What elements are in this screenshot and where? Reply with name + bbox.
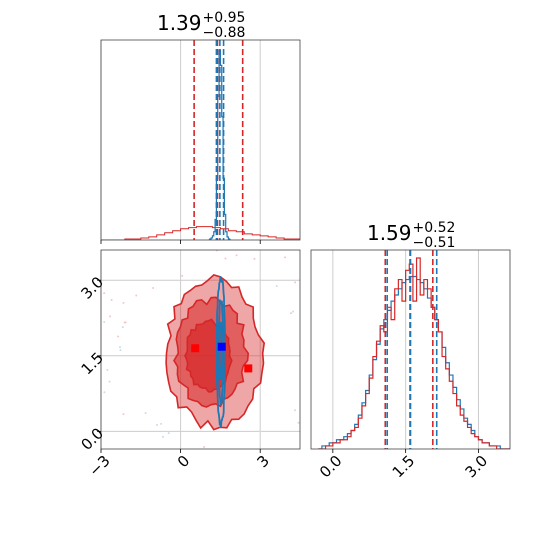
joint-scatter-point xyxy=(110,298,113,301)
joint-scatter-point xyxy=(284,256,287,259)
joint-red-marker xyxy=(191,344,200,353)
joint-scatter-point xyxy=(119,349,122,352)
joint-blue-marker xyxy=(217,342,226,351)
joint-blue-contour xyxy=(217,298,225,405)
joint-scatter-point xyxy=(79,318,81,320)
right-hist-title-minus: −0.51 xyxy=(413,235,456,251)
joint-scatter-point xyxy=(98,350,100,352)
joint-scatter-point xyxy=(259,430,262,433)
joint-blue-contour xyxy=(215,276,227,428)
joint-scatter-point xyxy=(138,457,140,459)
joint-scatter-point xyxy=(278,460,280,462)
joint-scatter-point xyxy=(212,472,214,474)
joint-scatter-point xyxy=(135,294,138,297)
joint-scatter-point xyxy=(209,465,211,467)
joint-scatter-point xyxy=(244,476,246,478)
joint-scatter-point xyxy=(103,292,106,295)
joint-scatter-point xyxy=(167,432,170,435)
joint-scatter-point xyxy=(73,319,75,321)
right-hist-frame xyxy=(310,249,511,450)
joint-scatter-point xyxy=(117,335,120,338)
joint-scatter-point xyxy=(121,326,124,329)
joint-scatter-point xyxy=(122,301,125,304)
right-histogram-panel: 0.0 1.5 3.0 1.59 +0.52−0.51 xyxy=(310,220,511,482)
joint-red-marker xyxy=(244,364,253,373)
joint-scatter-point xyxy=(253,257,256,260)
joint-scatter-point xyxy=(301,286,303,288)
top-histogram-panel: 1.39 +0.95−0.88 xyxy=(100,10,301,244)
joint-scatter-point xyxy=(152,286,155,289)
joint-x-tick-label: 3 xyxy=(253,452,272,471)
top-hist-red-series xyxy=(101,226,300,240)
joint-scatter-point xyxy=(294,281,297,284)
joint-scatter-point xyxy=(93,391,95,393)
right-hist-x-tick-label: 3.0 xyxy=(462,452,492,482)
joint-scatter-point xyxy=(124,321,127,324)
top-hist-background xyxy=(101,40,300,240)
joint-scatter-point xyxy=(144,411,147,414)
joint-scatter-point xyxy=(181,274,184,277)
joint-scatter-point xyxy=(203,446,206,449)
top-hist-title-plus: +0.95 xyxy=(203,10,246,26)
joint-scatter-point xyxy=(294,409,297,412)
right-hist-x-tick-label: 0.0 xyxy=(316,452,346,482)
joint-scatter-point xyxy=(103,391,106,394)
joint-scatter-point xyxy=(224,257,227,260)
joint-scatter-point xyxy=(106,368,109,371)
joint-scatter-point xyxy=(118,346,121,349)
joint-scatter-point xyxy=(297,421,300,424)
right-hist-title-value: 1.59 xyxy=(367,221,412,245)
joint-scatter-point xyxy=(122,413,125,416)
joint-scatter-point xyxy=(160,422,163,425)
joint-x-tick-label: 0 xyxy=(174,452,193,471)
joint-scatter-point xyxy=(108,380,111,383)
right-hist-red-series xyxy=(318,257,510,449)
top-hist-title-minus: −0.88 xyxy=(203,25,246,41)
top-hist-frame xyxy=(100,39,301,241)
joint-x-tick-label: −3 xyxy=(85,452,113,480)
joint-scatter-point xyxy=(162,435,165,438)
joint-panel: −3 0 30.01.53.0 xyxy=(72,249,303,480)
joint-scatter-point xyxy=(72,351,74,353)
joint-scatter-point xyxy=(204,450,206,452)
joint-frame xyxy=(100,249,301,450)
joint-scatter-point xyxy=(275,284,278,287)
joint-scatter-point xyxy=(235,254,238,257)
joint-scatter-point xyxy=(290,312,293,315)
joint-scatter-point xyxy=(155,423,158,426)
joint-scatter-point xyxy=(109,315,112,318)
joint-scatter-point xyxy=(103,320,106,323)
joint-scatter-point xyxy=(82,309,84,311)
joint-scatter-point xyxy=(227,450,229,452)
top-hist-title-value: 1.39 xyxy=(157,11,202,35)
right-hist-x-tick-label: 1.5 xyxy=(389,452,419,482)
joint-scatter-point xyxy=(91,346,93,348)
joint-scatter-point xyxy=(292,310,295,313)
right-hist-title-plus: +0.52 xyxy=(413,220,456,236)
joint-blue-contour xyxy=(218,321,224,381)
